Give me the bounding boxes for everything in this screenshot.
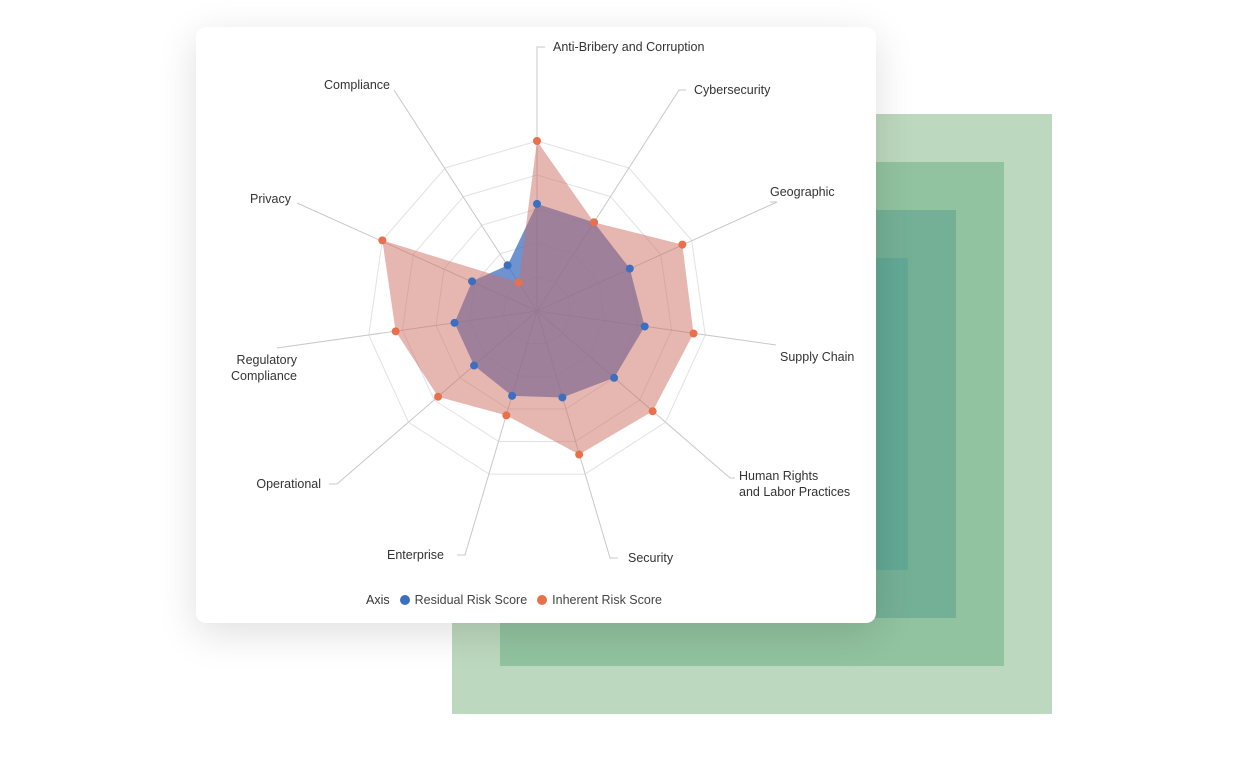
residual-point bbox=[640, 322, 649, 331]
inherent-point bbox=[514, 278, 523, 287]
legend: Axis Residual Risk Score Inherent Risk S… bbox=[366, 593, 662, 607]
axis-label: Geographic bbox=[770, 185, 835, 199]
residual-point bbox=[625, 264, 634, 273]
residual-point bbox=[468, 277, 477, 286]
residual-point bbox=[533, 199, 541, 208]
legend-label-inherent: Inherent Risk Score bbox=[552, 593, 662, 607]
legend-item-residual[interactable]: Residual Risk Score bbox=[399, 593, 528, 607]
inherent-point bbox=[378, 236, 387, 245]
axis-label: Security bbox=[628, 551, 674, 565]
axis-label: Operational bbox=[256, 477, 321, 491]
inherent-point bbox=[589, 218, 598, 227]
axis-label: Enterprise bbox=[387, 548, 444, 562]
inherent-point bbox=[502, 411, 511, 420]
residual-point bbox=[470, 361, 479, 370]
inherent-point bbox=[678, 240, 687, 249]
residual-point bbox=[610, 373, 619, 382]
inherent-point bbox=[434, 392, 443, 401]
legend-title: Axis bbox=[366, 593, 390, 607]
inherent-point bbox=[391, 327, 400, 336]
residual-point bbox=[508, 391, 517, 400]
legend-item-inherent[interactable]: Inherent Risk Score bbox=[537, 593, 662, 607]
chart-card: Anti-Bribery and Corruption Cybersecurity… bbox=[196, 27, 876, 623]
axis-label: Anti-Bribery and Corruption bbox=[553, 40, 705, 54]
residual-point bbox=[503, 261, 512, 270]
inherent-point bbox=[533, 137, 541, 145]
axis-label: Regulatory Compliance bbox=[230, 353, 297, 383]
residual-point bbox=[558, 393, 567, 402]
grid-ring bbox=[368, 140, 706, 475]
axis-label: Human Rights and Labor Practices bbox=[739, 469, 851, 499]
radar-chart bbox=[276, 46, 778, 559]
residual-dot-icon bbox=[399, 595, 410, 605]
axis-label: Compliance bbox=[323, 78, 390, 92]
axis-label: Supply Chain bbox=[780, 350, 855, 364]
inherent-point bbox=[575, 450, 584, 459]
axis-label: Privacy bbox=[250, 192, 291, 206]
residual-point bbox=[450, 318, 459, 327]
axis-label: Cybersecurity bbox=[694, 83, 771, 97]
inherent-point bbox=[648, 407, 657, 416]
legend-label-residual: Residual Risk Score bbox=[414, 593, 528, 607]
inherent-dot-icon bbox=[537, 595, 548, 605]
inherent-point bbox=[689, 329, 698, 338]
